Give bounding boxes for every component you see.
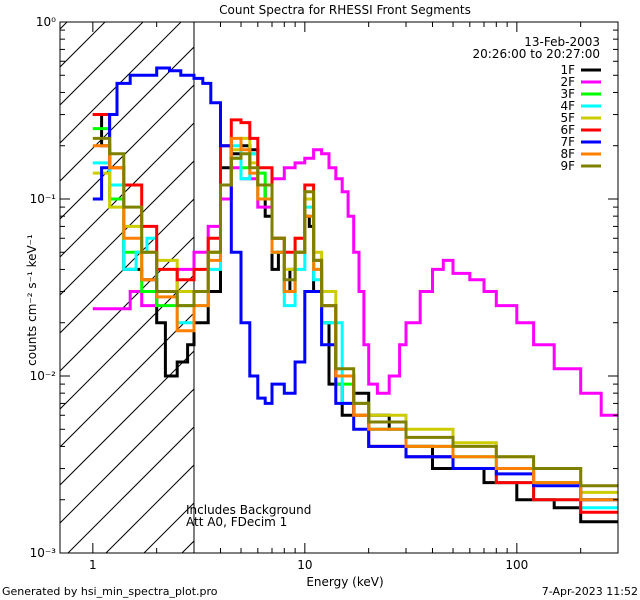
generation-timestamp: 7-Apr-2023 11:52 <box>542 585 638 598</box>
legend-label-8f: 8F <box>560 147 575 161</box>
x-tick-label: 1 <box>89 558 97 572</box>
hatch-line <box>60 160 194 296</box>
hatch-line <box>60 236 194 372</box>
y-tick-label: 10⁻¹ <box>30 192 57 206</box>
y-tick-label: 10⁻³ <box>30 546 57 560</box>
generated-by-note: Generated by hsi_min_spectra_plot.pro <box>2 585 218 598</box>
axes: 1 10 100 10⁰ 10⁻¹ 10⁻² 10⁻³ <box>30 15 619 572</box>
x-tick-label: 10 <box>297 558 312 572</box>
series-8f-line <box>92 136 618 502</box>
legend-label-3f: 3F <box>560 87 575 101</box>
hatch-line <box>60 46 194 182</box>
hatch-line <box>67 426 194 553</box>
legend-label-6f: 6F <box>560 123 575 137</box>
legend-label-9f: 9F <box>560 159 575 173</box>
hatch-line <box>60 350 194 486</box>
attenuator-hatch-region <box>60 22 195 553</box>
series-layer <box>92 66 618 524</box>
legend-label-1f: 1F <box>560 63 575 77</box>
x-tick-label: 100 <box>505 558 528 572</box>
series-2f-line <box>92 148 618 417</box>
hatch-line <box>60 388 194 524</box>
hatch-line <box>60 84 194 220</box>
chart-title: Count Spectra for RHESSI Front Segments <box>219 3 471 17</box>
attenuator-note: Att A0, FDecim 1 <box>186 515 287 529</box>
series-9f-line <box>92 136 618 488</box>
observation-date: 13-Feb-2003 <box>524 35 600 49</box>
plot-frame <box>59 21 619 554</box>
y-tick-label: 10⁻² <box>30 369 57 383</box>
hatch-line <box>60 198 194 334</box>
series-7f-line <box>92 66 618 502</box>
background-note: Includes Background <box>186 503 311 517</box>
legend-label-2f: 2F <box>560 75 575 89</box>
observation-time-range: 20:26:00 to 20:27:00 <box>473 47 600 61</box>
legend-label-4f: 4F <box>560 99 575 113</box>
hatch-line <box>60 274 194 410</box>
y-axis-label: counts cm⁻² s⁻¹ keV⁻¹ <box>25 234 39 366</box>
hatch-lines <box>60 22 194 553</box>
y-tick-label: 10⁰ <box>36 15 56 29</box>
x-axis-label: Energy (keV) <box>306 575 383 589</box>
legend-label-5f: 5F <box>560 111 575 125</box>
hatch-line <box>60 22 182 144</box>
legend-label-7f: 7F <box>560 135 575 149</box>
